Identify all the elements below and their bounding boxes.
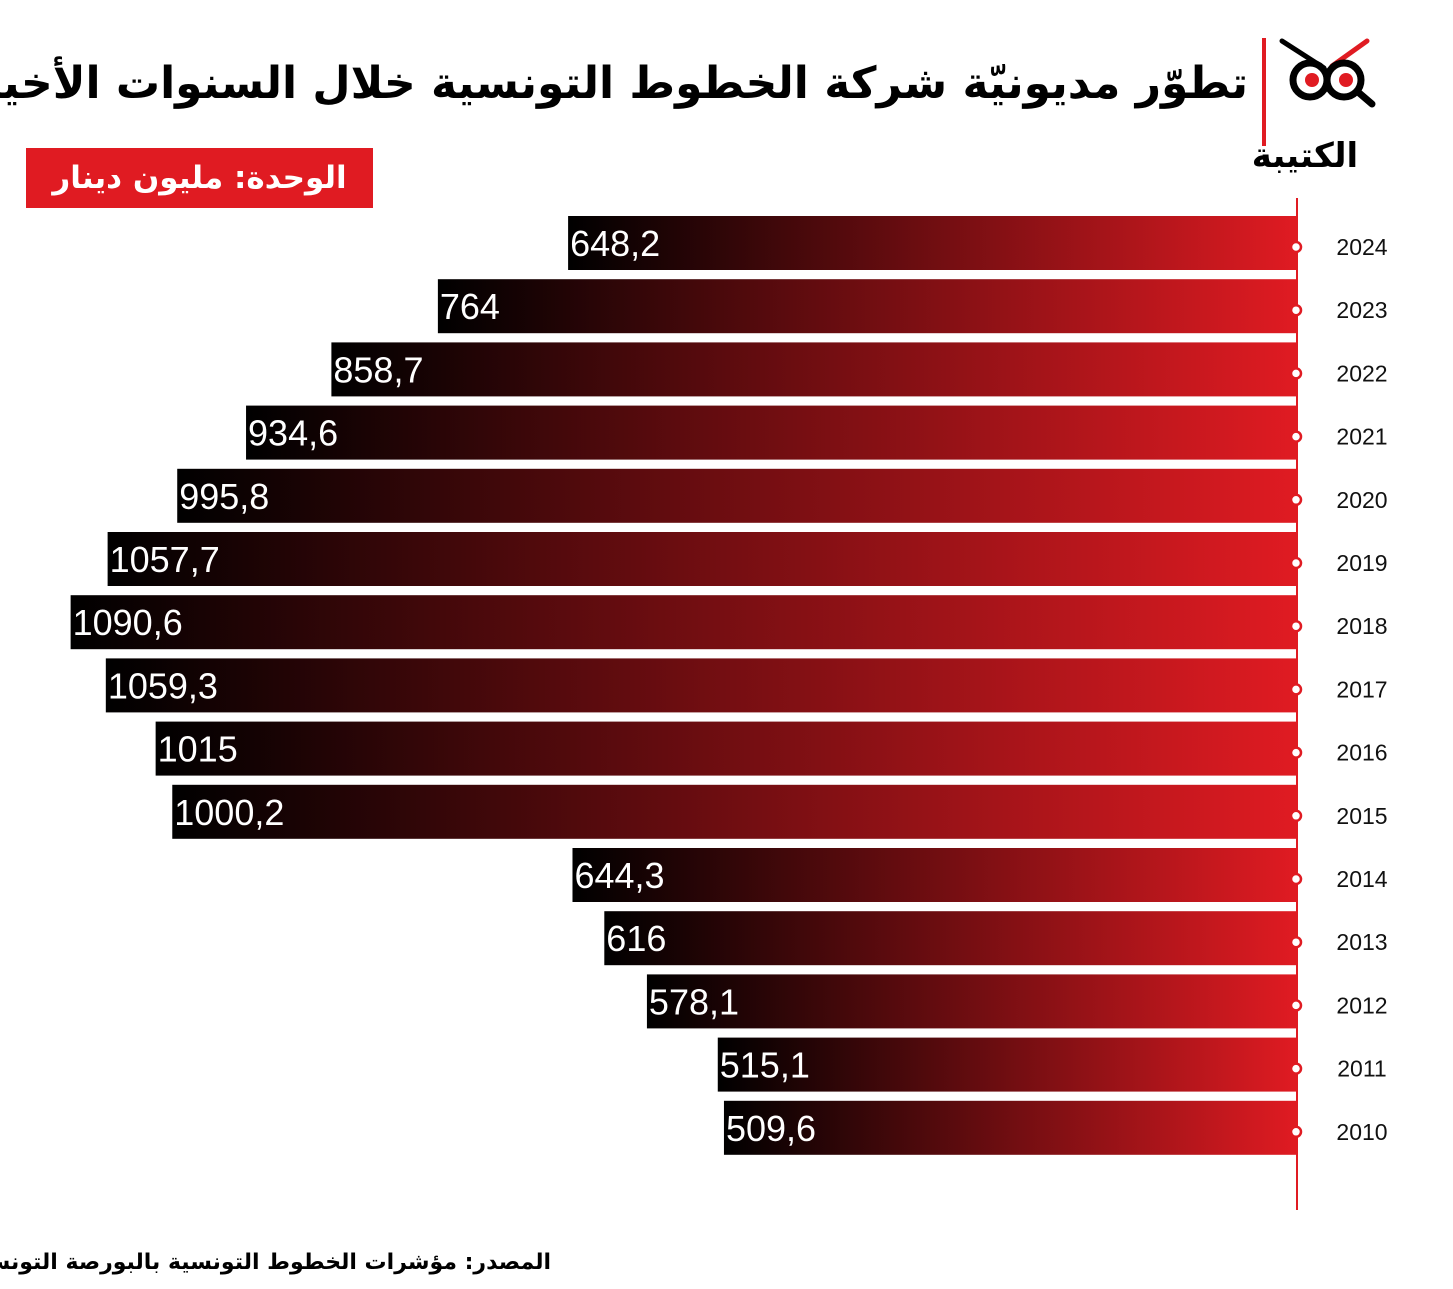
year-tick-label: 2016 [1336, 740, 1387, 766]
bar-2024 [568, 216, 1297, 270]
year-tick-label: 2020 [1336, 487, 1387, 513]
brand-logo: الكتيبة [1252, 36, 1422, 176]
year-tick-label: 2023 [1336, 297, 1387, 323]
axis-marker [1289, 367, 1303, 380]
source-note: المصدر: مؤشرات الخطوط التونسية بالبورصة … [0, 1250, 551, 1275]
bar-2015 [172, 784, 1297, 839]
bar-value-label: 1090,6 [73, 602, 183, 643]
year-tick-label: 2015 [1336, 803, 1387, 829]
bar-2013 [604, 911, 1297, 966]
year-tick-label: 2012 [1336, 992, 1387, 1018]
axis-marker [1289, 999, 1303, 1012]
year-tick-label: 2022 [1336, 360, 1387, 386]
bar-2020 [177, 468, 1297, 523]
axis-marker [1289, 746, 1303, 759]
year-tick-label: 2014 [1336, 866, 1387, 892]
bar-2022 [331, 342, 1297, 397]
axis-marker [1289, 493, 1303, 507]
axis-marker [1289, 872, 1303, 886]
bar-value-label: 1059,3 [108, 665, 218, 706]
year-tick-label: 2011 [1337, 1056, 1386, 1082]
bar-2023 [437, 279, 1298, 334]
bar-value-label: 764 [440, 286, 500, 327]
year-tick-label: 2013 [1336, 929, 1387, 955]
axis-marker [1289, 240, 1303, 254]
binoculars-icon [1279, 38, 1376, 108]
bar-value-label: 648,2 [570, 223, 660, 264]
year-tick-label: 2017 [1336, 676, 1387, 702]
bar-value-label: 1000,2 [174, 792, 284, 833]
bar-value-label: 578,1 [649, 981, 739, 1022]
year-tick-label: 2010 [1336, 1119, 1387, 1145]
axis-marker [1289, 619, 1303, 633]
axis-marker [1289, 430, 1303, 443]
bar-2017 [105, 658, 1298, 713]
bar-value-label: 644,3 [574, 855, 664, 896]
bar-2018 [70, 595, 1297, 650]
axis-marker [1289, 1062, 1303, 1075]
bar-2016 [155, 721, 1297, 776]
year-tick-label: 2024 [1336, 234, 1387, 260]
bar-2010 [723, 1100, 1297, 1155]
bar-value-label: 995,8 [179, 476, 269, 517]
bar-2012 [646, 974, 1297, 1029]
bar-value-label: 509,6 [726, 1108, 816, 1149]
unit-badge: الوحدة: مليون دينار [26, 148, 373, 208]
axis-marker [1289, 1125, 1303, 1139]
bar-2021 [246, 405, 1298, 460]
axis-marker [1289, 303, 1303, 317]
year-tick-label: 2021 [1336, 424, 1387, 450]
bar-value-label: 515,1 [720, 1045, 810, 1086]
year-tick-label: 2018 [1336, 613, 1387, 639]
bar-value-label: 934,6 [248, 413, 338, 454]
bar-value-label: 616 [606, 918, 666, 959]
axis-marker [1289, 683, 1303, 696]
bar-2014 [572, 848, 1297, 902]
bar-value-label: 1057,7 [110, 539, 220, 580]
axis-marker [1289, 809, 1303, 823]
bar-value-label: 1015 [158, 729, 238, 770]
year-tick-label: 2019 [1336, 550, 1387, 576]
logo-divider [1262, 38, 1266, 146]
bar-value-label: 858,7 [333, 349, 423, 390]
chart-title: تطوّر مديونيّة شركة الخطوط التونسية خلال… [0, 58, 1248, 109]
brand-name: الكتيبة [1251, 136, 1359, 176]
bar-2019 [107, 532, 1298, 586]
axis-marker [1289, 935, 1303, 949]
bar-2011 [717, 1037, 1297, 1092]
axis-marker [1289, 556, 1303, 570]
